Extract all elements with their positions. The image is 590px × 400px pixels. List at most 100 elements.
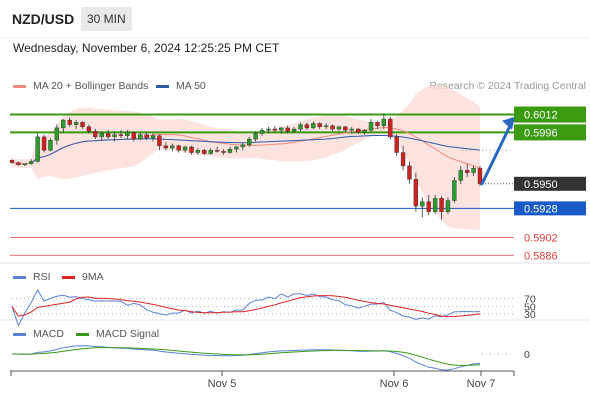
candle-body-59 [388,118,393,138]
candle-body-69 [452,180,457,201]
bollinger-bands [12,85,480,231]
macd-swatch [13,332,26,336]
candle-body-50 [330,125,335,130]
candle-body-44 [291,128,297,132]
rsi-ma-swatch [62,275,75,279]
candle-body-9 [67,119,72,125]
candle-body-36 [240,144,245,148]
candle-body-2 [22,163,28,165]
candle-body-4 [35,136,40,162]
candle-body-58 [381,118,387,126]
ma20-swatch [13,84,26,88]
candle-body-47 [311,123,316,129]
macd-panel: 0 [11,345,530,371]
macd-signal-swatch [76,332,89,336]
projection-arrow [480,116,515,186]
candle-body-49 [323,125,329,128]
pivot-tag [514,201,586,216]
candle-body-33 [221,151,226,153]
timestamp-label: Wednesday, November 6, 2024 12:25:25 PM … [13,41,280,55]
last-price-tag [514,176,586,191]
legend-rsi-ma: 9MA [62,271,104,283]
candle-body-41 [272,128,278,131]
candle-body-63 [413,179,419,207]
last-price-value: 0.5950 [524,179,558,191]
macd-label: MACD [33,328,64,340]
candle-body-32 [214,150,220,152]
candle-body-25 [170,145,175,149]
candle-body-26 [176,145,181,151]
candle-body-29 [195,150,201,153]
candle-body-12 [86,126,92,132]
resistance-tag-1 [514,124,586,141]
candle-body-64 [420,201,425,207]
rsi-ma-label: 9MA [82,271,104,283]
chart-separators [0,37,590,321]
candle-body-38 [253,133,258,140]
candle-body-60 [394,136,399,153]
candle-body-67 [439,198,444,212]
candle-body-6 [48,140,53,151]
candle-body-10 [73,122,79,125]
rsi-level-label-50: 50 [524,301,536,313]
candle-body-37 [247,138,252,145]
x-tick-label-0: Nov 5 [208,378,237,390]
x-axis: Nov 5 Nov 6 Nov 7 [10,370,515,390]
candle-body-51 [336,126,342,130]
candle-body-16 [112,134,117,138]
macd-zero-label: 0 [524,349,530,361]
rsi-swatch [13,275,26,279]
chart-header: NZD/USD 30 MIN [0,0,590,38]
candle-body-23 [157,135,162,147]
ma50-line [30,135,481,164]
macd-line [11,345,481,371]
rsi-level-label-70: 70 [524,294,536,306]
candle-body-7 [54,127,60,141]
candle-body-30 [202,150,207,154]
rsi-line [11,288,481,328]
candle-body-11 [80,122,85,128]
credit-label: Research © 2024 Trading Central [429,80,586,92]
x-tick-label-1: Nov 6 [380,378,409,390]
rsi-ma-line [11,295,481,318]
legend-ma20: MA 20 + Bollinger Bands [13,80,148,92]
bollinger-band-area [12,85,480,231]
candle-body-52 [343,126,348,131]
legend-macd: MACD [13,328,64,340]
candle-body-35 [234,146,239,150]
candle-body-13 [93,131,98,138]
support-value-4: 0.5902 [524,232,558,244]
candle-body-14 [99,133,104,138]
candle-body-34 [227,148,233,153]
candle-body-21 [144,134,149,139]
candle-body-65 [426,201,431,212]
rsi-level-label-30: 30 [524,309,536,321]
resistance-tag-0 [514,106,586,123]
candle-body-5 [41,136,47,151]
projection-arrow-head [502,116,515,130]
candle-body-1 [16,162,21,166]
candle-body-24 [163,145,169,149]
macd-signal-label: MACD Signal [96,328,160,340]
candle-body-45 [298,124,303,130]
candle-body-39 [259,129,265,134]
candle-body-18 [125,132,130,136]
projection-arrow-shaft [480,122,513,186]
candle-body-70 [458,170,463,181]
rsi-label: RSI [33,271,51,283]
candle-body-61 [400,152,406,167]
ma50-label: MA 50 [176,80,206,92]
candle-body-46 [304,124,310,129]
candle-body-8 [61,119,66,129]
ma50-swatch [156,84,169,88]
symbol-label: NZD/USD [12,11,75,27]
candle-body-17 [118,134,124,136]
candle-body-73 [477,167,483,184]
candle-body-3 [29,161,34,164]
candle-body-43 [285,127,290,132]
candle-body-68 [445,200,451,212]
candle-body-0 [9,160,15,163]
timeframe-badge[interactable]: 30 MIN [81,7,132,31]
